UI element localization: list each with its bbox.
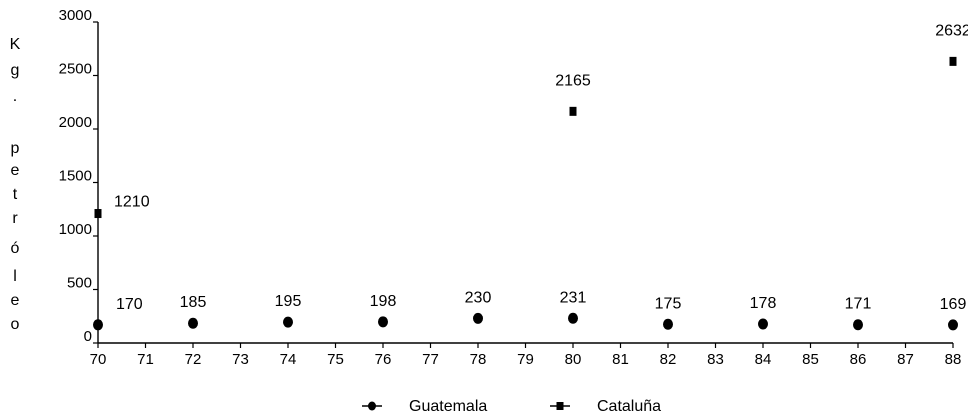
y-tick-label: 2500 xyxy=(59,61,92,78)
y-axis-label-letter: K xyxy=(9,36,21,53)
data-label-guatemala: 231 xyxy=(560,289,587,306)
y-axis-label-letter: p xyxy=(10,140,20,157)
point-guatemala xyxy=(948,319,958,331)
y-axis-label-letter: l xyxy=(13,268,17,285)
point-cataluna xyxy=(94,209,102,219)
data-label-guatemala: 230 xyxy=(465,289,492,306)
x-tick-label: 79 xyxy=(517,351,534,368)
y-tick-label: 0 xyxy=(84,328,92,345)
x-tick-label: 78 xyxy=(470,351,487,368)
data-label-guatemala: 195 xyxy=(275,293,302,310)
x-tick-label: 86 xyxy=(850,351,867,368)
y-tick-label: 1500 xyxy=(59,168,92,185)
x-tick-label: 85 xyxy=(802,351,819,368)
legend-marker-square xyxy=(556,402,564,410)
point-guatemala xyxy=(853,319,863,331)
y-tick-label: 3000 xyxy=(59,7,92,24)
x-tick-label: 88 xyxy=(945,351,962,368)
data-label-guatemala: 185 xyxy=(180,294,207,311)
y-axis-label-letter: e xyxy=(10,162,20,179)
y-axis-label-letter: o xyxy=(10,316,20,333)
data-label-guatemala: 171 xyxy=(845,296,872,313)
x-tick-label: 84 xyxy=(755,351,772,368)
data-label-guatemala: 198 xyxy=(370,293,397,310)
x-tick-label: 75 xyxy=(327,351,344,368)
x-tick-label: 77 xyxy=(422,351,439,368)
y-axis-label-letter: g xyxy=(10,62,20,79)
x-tick-label: 73 xyxy=(232,351,249,368)
x-tick-label: 72 xyxy=(185,351,202,368)
y-tick-label: 2000 xyxy=(59,114,92,131)
y-axis-label-letter: . xyxy=(12,88,18,105)
axes xyxy=(93,21,954,348)
x-tick-label: 74 xyxy=(280,351,297,368)
data-label-cataluna: 1210 xyxy=(114,194,150,211)
point-guatemala xyxy=(378,316,388,328)
x-tick-label: 81 xyxy=(612,351,629,368)
data-label-guatemala: 169 xyxy=(940,296,967,313)
point-guatemala xyxy=(283,316,293,328)
data-label-cataluna: 2632 xyxy=(935,22,968,39)
point-guatemala xyxy=(758,318,768,330)
x-tick-label: 71 xyxy=(137,351,154,368)
y-tick-label: 1000 xyxy=(59,221,92,238)
legend-marker-circle xyxy=(368,401,376,411)
data-marks xyxy=(93,56,958,331)
point-guatemala xyxy=(663,318,673,330)
point-guatemala xyxy=(473,312,483,324)
point-guatemala xyxy=(568,312,578,324)
y-axis-label-letter: e xyxy=(10,292,20,309)
y-axis-label-letter: r xyxy=(12,210,18,227)
y-axis-label-letter: ó xyxy=(10,240,20,257)
x-tick-label: 70 xyxy=(90,351,107,368)
legend: Guatemala Cataluña xyxy=(362,398,661,415)
data-label-guatemala: 178 xyxy=(750,295,777,312)
y-axis-label-letter: t xyxy=(12,186,18,203)
x-tick-label: 82 xyxy=(660,351,677,368)
legend-label: Cataluña xyxy=(597,398,661,415)
y-tick-label: 500 xyxy=(67,275,92,292)
x-tick-label: 87 xyxy=(897,351,914,368)
point-guatemala xyxy=(93,319,103,331)
tick-labels: 0 500 1000 1500 2000 2500 3000 70 71 72 73 74 75 76 77… xyxy=(59,7,962,368)
point-cataluna xyxy=(569,106,577,116)
data-label-guatemala: 175 xyxy=(655,295,682,312)
data-label-cataluna: 2165 xyxy=(555,72,591,89)
data-labels: 170 185 195 198 230 231 175 178 171 169 1210 2165 26… xyxy=(114,22,968,313)
point-cataluna xyxy=(949,56,957,66)
x-tick-label: 83 xyxy=(707,351,724,368)
x-tick-label: 76 xyxy=(375,351,392,368)
data-label-guatemala: 170 xyxy=(116,296,143,313)
point-guatemala xyxy=(188,317,198,329)
legend-label: Guatemala xyxy=(409,398,487,415)
x-tick-label: 80 xyxy=(565,351,582,368)
